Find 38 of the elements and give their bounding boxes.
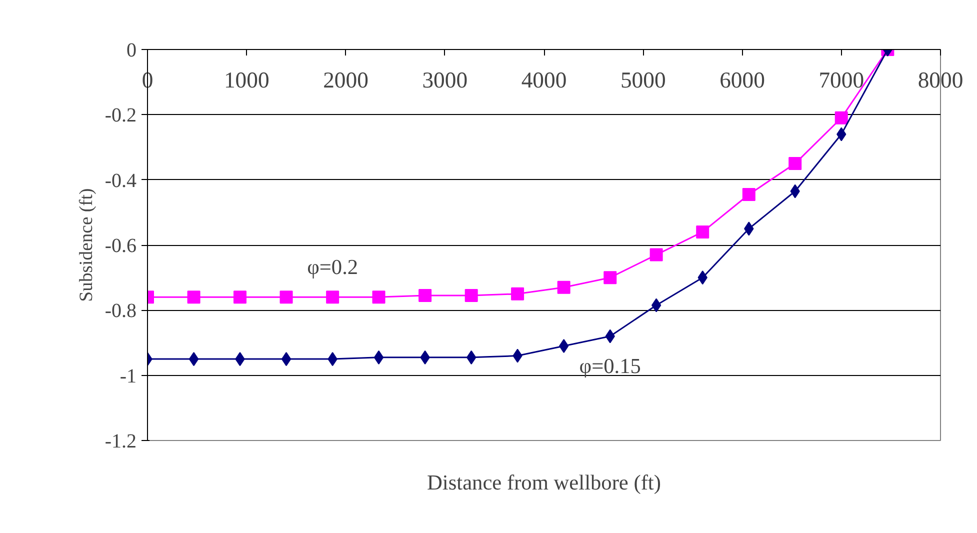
x-tick-label: 5000 — [620, 68, 666, 92]
point — [742, 188, 756, 201]
y-tick-label: 0 — [126, 40, 136, 62]
y-tick-label: -0.6 — [104, 235, 137, 257]
point — [372, 290, 386, 304]
point — [604, 271, 617, 284]
x-tick-label: 2000 — [323, 68, 368, 92]
x-axis-title: Distance from wellbore (ft) — [427, 470, 661, 494]
y-tick-label: -0.2 — [104, 104, 137, 127]
point — [511, 287, 524, 300]
series-label: φ=0.2 — [307, 255, 358, 280]
y-tick-label: -0.4 — [104, 170, 137, 192]
x-tick-label: 6000 — [720, 68, 765, 92]
y-tick-label: -1 — [120, 365, 137, 388]
point — [281, 352, 292, 366]
y-tick-label: -0.8 — [104, 300, 137, 322]
x-tick-label: 7000 — [818, 68, 864, 92]
point — [418, 289, 432, 302]
point — [374, 350, 384, 364]
point — [650, 248, 663, 262]
x-tick-label: 3000 — [422, 68, 468, 92]
x-tick-label: 1000 — [224, 68, 270, 92]
y-axis-title: Subsidence (ft) — [76, 188, 97, 302]
series-label: φ=0.15 — [579, 354, 641, 378]
point — [187, 290, 200, 304]
point — [464, 289, 478, 302]
point — [280, 290, 293, 304]
point — [834, 111, 848, 124]
x-tick-label: 4000 — [521, 68, 567, 92]
y-tick-label: -1.2 — [104, 430, 137, 452]
point — [557, 280, 570, 294]
point — [788, 157, 802, 170]
point — [188, 352, 199, 366]
point — [651, 298, 662, 312]
point — [696, 225, 710, 238]
point — [558, 339, 569, 354]
point — [233, 290, 246, 304]
point — [326, 290, 340, 304]
